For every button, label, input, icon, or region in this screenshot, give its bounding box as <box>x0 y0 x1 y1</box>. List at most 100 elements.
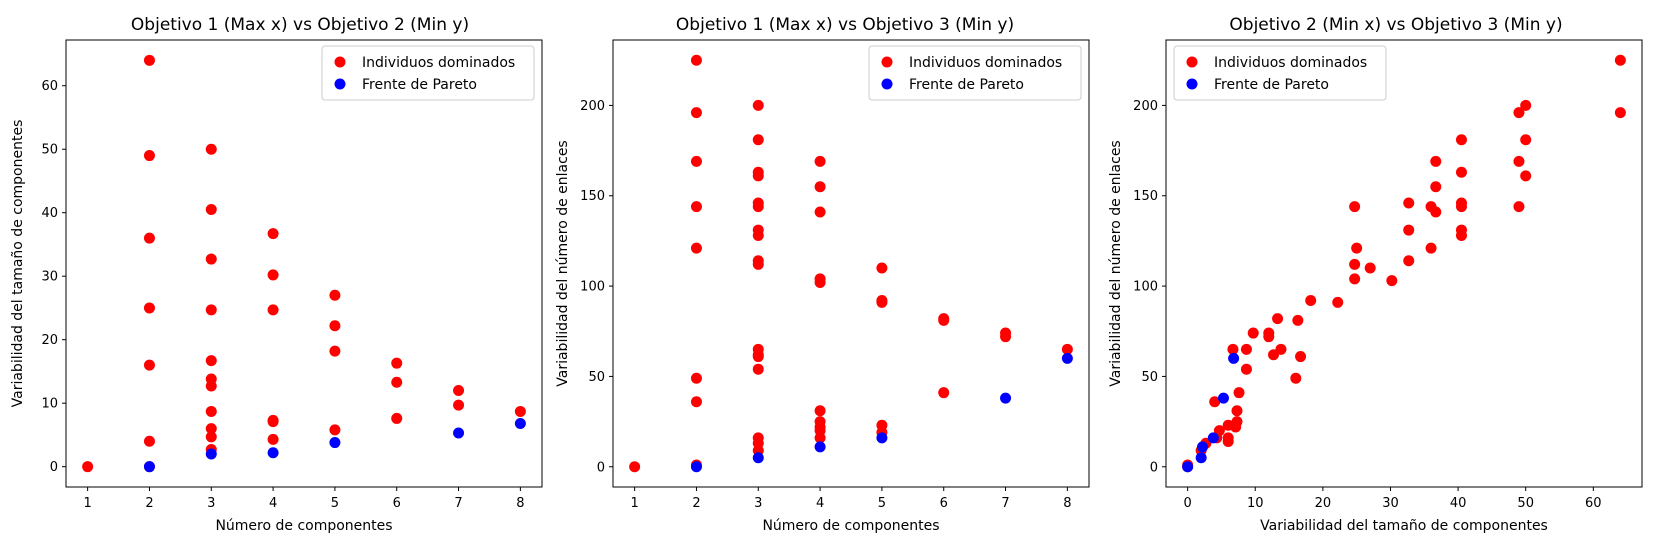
dominated-point <box>938 387 950 399</box>
dominated-point <box>82 461 94 473</box>
dominated-point <box>814 405 826 417</box>
dominated-point <box>143 435 155 447</box>
dominated-point <box>143 54 155 66</box>
x-tick-label: 0 <box>1183 496 1191 511</box>
dominated-point <box>1386 275 1398 287</box>
dominated-point <box>1425 242 1437 254</box>
dominated-point <box>267 228 279 240</box>
dominated-point <box>1403 197 1415 209</box>
dominated-point <box>205 143 217 155</box>
pareto-point <box>1207 432 1219 444</box>
legend-label: Frente de Pareto <box>1214 77 1329 93</box>
dominated-point <box>752 99 764 111</box>
dominated-point <box>143 359 155 371</box>
dominated-point <box>1233 387 1245 399</box>
dominated-point <box>690 155 702 167</box>
dominated-point <box>1263 327 1275 339</box>
plot-area <box>612 39 1090 488</box>
dominated-point <box>1272 313 1284 325</box>
dominated-point <box>1455 201 1467 213</box>
x-tick-label: 6 <box>940 496 948 511</box>
dominated-point <box>143 302 155 314</box>
dominated-point <box>1520 134 1532 146</box>
dominated-point <box>205 423 217 435</box>
dominated-point <box>814 432 826 444</box>
pareto-point <box>329 437 341 449</box>
x-tick-label: 3 <box>754 496 762 511</box>
dominated-point <box>1455 134 1467 146</box>
dominated-point <box>752 201 764 213</box>
x-tick-label: 4 <box>816 496 824 511</box>
dominated-point <box>329 289 341 301</box>
dominated-point <box>814 206 826 218</box>
dominated-point <box>1295 351 1307 363</box>
y-tick-label: 150 <box>1133 189 1158 204</box>
x-tick-label: 4 <box>269 496 277 511</box>
pareto-point <box>876 432 888 444</box>
y-tick-label: 30 <box>41 270 58 285</box>
dominated-point <box>814 276 826 288</box>
y-tick-label: 50 <box>41 143 58 158</box>
dominated-point <box>1430 181 1442 193</box>
y-tick-label: 50 <box>1141 370 1158 385</box>
dominated-point <box>1349 201 1361 213</box>
chart-title: Objetivo 2 (Min x) vs Objetivo 3 (Min y) <box>1229 15 1562 35</box>
legend-label: Individuos dominados <box>909 55 1062 71</box>
dominated-point <box>1513 155 1525 167</box>
y-tick-label: 0 <box>1150 460 1158 475</box>
y-tick-label: 20 <box>41 333 58 348</box>
y-tick-label: 40 <box>41 206 58 221</box>
legend-label: Frente de Pareto <box>362 77 477 93</box>
dominated-point <box>329 424 341 436</box>
y-tick-label: 0 <box>597 460 605 475</box>
dominated-point <box>876 262 888 274</box>
dominated-point <box>391 412 403 424</box>
dominated-point <box>329 345 341 357</box>
dominated-point <box>1332 296 1344 308</box>
plot-area <box>65 39 543 488</box>
dominated-point <box>267 269 279 281</box>
plot-area <box>1165 39 1643 488</box>
dominated-point <box>205 380 217 392</box>
x-tick-label: 8 <box>1063 496 1071 511</box>
legend-marker <box>334 78 346 90</box>
dominated-point <box>1209 396 1221 408</box>
dominated-point <box>1520 99 1532 111</box>
dominated-point <box>1455 166 1467 178</box>
pareto-point <box>143 461 155 473</box>
dominated-point <box>1349 273 1361 285</box>
dominated-point <box>1614 107 1626 119</box>
pareto-point <box>205 448 217 460</box>
dominated-point <box>1364 262 1376 274</box>
dominated-point <box>1513 201 1525 213</box>
x-tick-label: 40 <box>1450 496 1467 511</box>
dominated-point <box>876 296 888 308</box>
dominated-point <box>143 150 155 162</box>
dominated-point <box>752 170 764 182</box>
dominated-point <box>1351 242 1363 254</box>
dominated-point <box>690 242 702 254</box>
y-tick-label: 100 <box>1133 280 1158 295</box>
dominated-point <box>1520 170 1532 182</box>
dominated-point <box>1349 258 1361 270</box>
x-tick-label: 3 <box>207 496 215 511</box>
subplot-2: Objetivo 1 (Max x) vs Objetivo 3 (Min y)… <box>555 15 1090 534</box>
dominated-point <box>329 320 341 332</box>
pareto-point <box>1000 392 1012 404</box>
dominated-point <box>752 229 764 241</box>
legend <box>1173 45 1387 101</box>
y-tick-label: 10 <box>41 397 58 412</box>
y-axis-label: Variabilidad del tamaño de componentes <box>10 120 26 408</box>
dominated-point <box>1230 421 1242 433</box>
x-tick-label: 8 <box>516 496 524 511</box>
dominated-point <box>1222 432 1234 444</box>
legend-label: Individuos dominados <box>1214 55 1367 71</box>
dominated-point <box>938 314 950 326</box>
dominated-point <box>1614 54 1626 66</box>
dominated-point <box>1403 255 1415 267</box>
dominated-point <box>1513 107 1525 119</box>
dominated-point <box>1403 224 1415 236</box>
dominated-point <box>205 355 217 367</box>
pareto-point <box>1195 452 1207 464</box>
dominated-point <box>690 107 702 119</box>
